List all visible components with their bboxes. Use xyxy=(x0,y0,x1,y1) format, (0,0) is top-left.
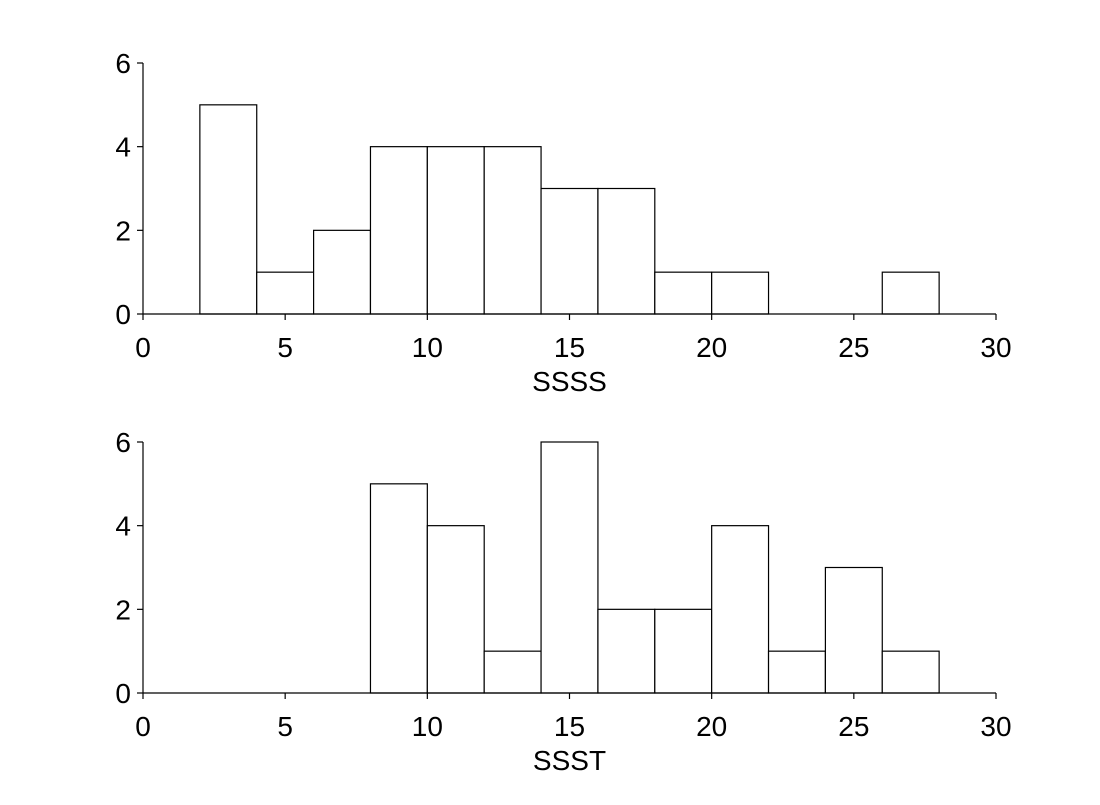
histogram-bar-4 xyxy=(426,146,485,315)
histogram-bar-4 xyxy=(597,608,656,694)
histogram-bar-5 xyxy=(654,608,713,694)
bars-group xyxy=(199,104,940,315)
y-ticks-group: 0 2 4 6 xyxy=(115,48,143,330)
x-tick-label-0: 0 xyxy=(135,711,151,742)
x-axis-label: SSST xyxy=(533,745,606,776)
x-axis-label: SSSS xyxy=(532,366,607,397)
y-tick-label-3: 6 xyxy=(115,427,131,458)
x-tick-label-1: 5 xyxy=(277,711,293,742)
y-tick-label-0: 0 xyxy=(115,678,131,709)
histogram-bar-2 xyxy=(313,229,372,315)
histogram-bar-8 xyxy=(824,566,883,694)
histogram-bar-7 xyxy=(767,650,826,694)
histogram-ssss: 0 5 10 15 20 25 30 0 2 4 6 SSSS xyxy=(115,48,1011,397)
histogram-bar-10 xyxy=(881,271,940,315)
y-tick-label-2: 4 xyxy=(115,132,131,163)
histogram-ssst: 0 5 10 15 20 25 30 0 2 4 6 SSST xyxy=(115,427,1011,776)
bars-group xyxy=(369,441,940,694)
histogram-bar-1 xyxy=(426,525,485,694)
x-tick-label-6: 30 xyxy=(980,332,1011,363)
y-ticks-group: 0 2 4 6 xyxy=(115,427,143,709)
histogram-bar-0 xyxy=(199,104,258,315)
histogram-bar-6 xyxy=(711,525,770,694)
histogram-bar-3 xyxy=(540,441,599,694)
histogram-bar-3 xyxy=(369,146,428,315)
y-tick-label-3: 6 xyxy=(115,48,131,79)
histogram-bar-7 xyxy=(597,187,656,315)
x-tick-label-0: 0 xyxy=(135,332,151,363)
x-tick-label-1: 5 xyxy=(277,332,293,363)
y-tick-label-2: 4 xyxy=(115,511,131,542)
x-tick-label-5: 25 xyxy=(838,711,869,742)
x-ticks-group: 0 5 10 15 20 25 30 xyxy=(135,693,1012,742)
x-tick-label-4: 20 xyxy=(696,711,727,742)
y-tick-label-0: 0 xyxy=(115,299,131,330)
x-tick-label-4: 20 xyxy=(696,332,727,363)
histogram-bar-6 xyxy=(540,187,599,315)
x-tick-label-3: 15 xyxy=(554,711,585,742)
x-tick-label-2: 10 xyxy=(412,332,443,363)
histogram-bar-5 xyxy=(483,146,542,315)
y-tick-label-1: 2 xyxy=(115,215,131,246)
histogram-bar-2 xyxy=(483,650,542,694)
histogram-bar-1 xyxy=(256,271,315,315)
x-tick-label-5: 25 xyxy=(838,332,869,363)
histogram-bar-9 xyxy=(711,271,770,315)
x-ticks-group: 0 5 10 15 20 25 30 xyxy=(135,314,1012,363)
histogram-bar-9 xyxy=(881,650,940,694)
x-tick-label-3: 15 xyxy=(554,332,585,363)
x-tick-label-2: 10 xyxy=(412,711,443,742)
histogram-bar-0 xyxy=(369,483,428,694)
histogram-bar-8 xyxy=(654,271,713,315)
y-tick-label-1: 2 xyxy=(115,594,131,625)
x-tick-label-6: 30 xyxy=(980,711,1011,742)
